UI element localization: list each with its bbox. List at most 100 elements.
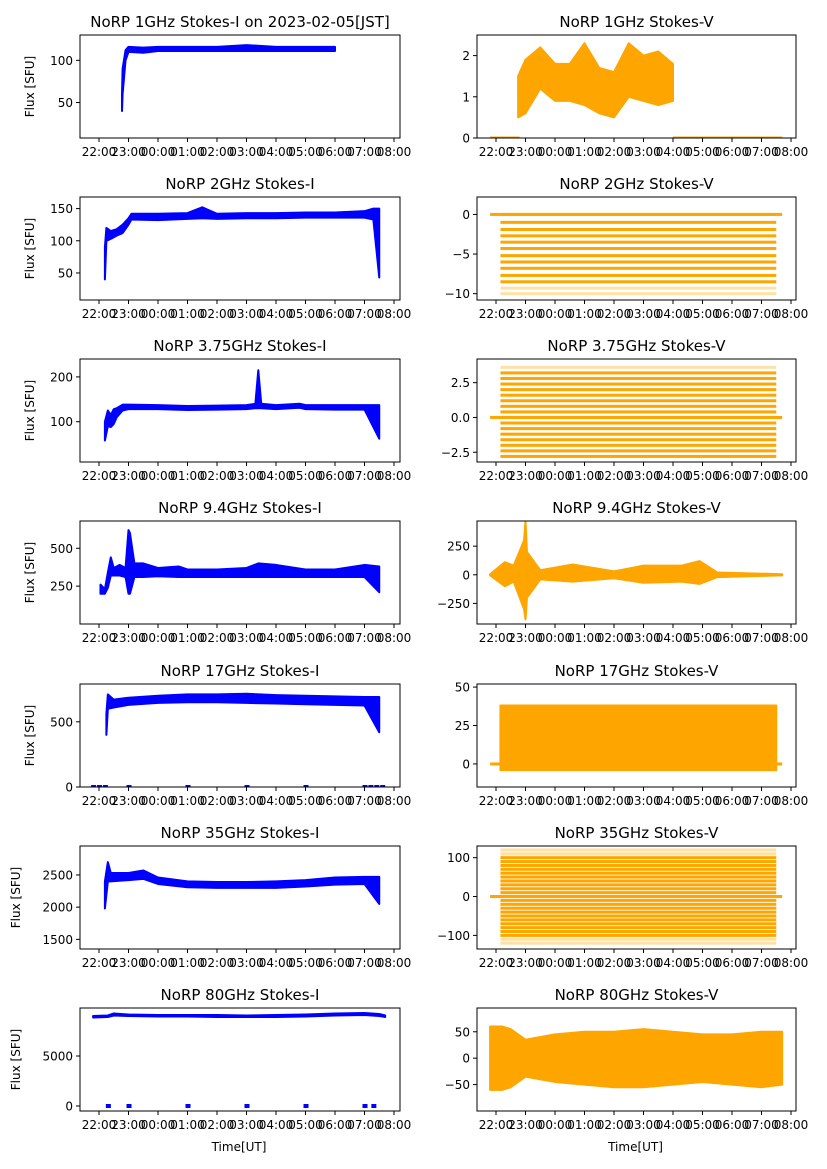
x-tick-label: 03:00 [229, 631, 264, 645]
x-tick-label: 22:00 [479, 631, 514, 645]
data-envelope [517, 42, 674, 119]
panel-title: NoRP 3.75GHz Stokes-V [547, 337, 726, 355]
y-tick-label: 100 [50, 415, 73, 429]
x-tick-label: 01:00 [567, 469, 602, 483]
x-tick-label: 05:00 [685, 794, 720, 808]
x-tick-label: 01:00 [567, 794, 602, 808]
x-tick-label: 03:00 [229, 145, 264, 159]
x-tick-label: 07:00 [347, 145, 382, 159]
data-envelope [103, 206, 381, 281]
quantized-level [500, 879, 777, 883]
y-tick-label: −2.5 [441, 446, 470, 460]
x-tick-label: 07:00 [347, 631, 382, 645]
quantized-level [500, 930, 777, 934]
x-tick-label: 06:00 [715, 794, 750, 808]
quantized-level [500, 867, 777, 871]
zero-level-segment [490, 136, 520, 138]
y-tick-label: 5000 [42, 1050, 73, 1064]
zero-point [244, 785, 250, 787]
x-tick-label: 08:00 [377, 794, 412, 808]
x-tick-label: 22:00 [82, 145, 117, 159]
y-tick-label: 0 [462, 568, 470, 582]
zero-level-line [490, 212, 783, 216]
x-tick-label: 08:00 [377, 307, 412, 321]
x-tick-label: 04:00 [259, 469, 294, 483]
x-tick-label: 00:00 [538, 145, 573, 159]
y-tick-label: −250 [437, 597, 470, 611]
quantized-level [500, 365, 777, 369]
panel-title: NoRP 35GHz Stokes-V [555, 824, 720, 842]
x-tick-label: 03:00 [626, 956, 661, 970]
panel-title: NoRP 9.4GHz Stokes-I [158, 499, 322, 517]
y-tick-label: 200 [50, 370, 73, 384]
x-tick-label: 00:00 [141, 631, 176, 645]
x-tick-label: 00:00 [538, 956, 573, 970]
data-marks [490, 848, 783, 945]
quantized-level [500, 856, 777, 860]
y-tick-label: 0.0 [451, 411, 470, 425]
y-tick-label: 250 [447, 540, 470, 554]
x-tick-label: 04:00 [656, 631, 691, 645]
y-tick-label: −5 [452, 248, 470, 262]
x-tick-label: 00:00 [538, 307, 573, 321]
data-marks [103, 369, 381, 442]
x-tick-label: 23:00 [508, 1118, 543, 1132]
x-tick-label: 05:00 [685, 956, 720, 970]
axes-frame [476, 845, 797, 950]
x-tick-label: 02:00 [200, 145, 235, 159]
zero-point [126, 785, 132, 787]
data-marks [490, 365, 783, 458]
data-marks [103, 861, 381, 910]
x-tick-label: 02:00 [597, 794, 632, 808]
x-tick-label: 00:00 [141, 307, 176, 321]
x-tick-label: 05:00 [288, 631, 323, 645]
data-marks [92, 1012, 387, 1108]
x-tick-label: 08:00 [377, 1118, 412, 1132]
axes-frame [476, 1007, 797, 1112]
x-tick-label: 22:00 [82, 956, 117, 970]
x-tick-label: 08:00 [377, 145, 412, 159]
x-tick-label: 04:00 [656, 956, 691, 970]
x-tick-label: 22:00 [82, 631, 117, 645]
axes-frame [476, 196, 797, 301]
y-axis-label: Flux [SFU] [23, 705, 37, 766]
x-tick-label: 02:00 [200, 631, 235, 645]
zero-point [371, 1104, 377, 1108]
data-envelope [489, 521, 784, 621]
axes-frame [476, 34, 797, 139]
x-tick-label: 03:00 [229, 956, 264, 970]
x-tick-label: 22:00 [479, 469, 514, 483]
x-tick-label: 06:00 [715, 956, 750, 970]
panel-17GHz-I: 22:0023:0000:0001:0002:0003:0004:0005:00… [23, 662, 411, 808]
x-tick-label: 22:00 [479, 956, 514, 970]
quantized-level [500, 254, 777, 258]
zero-point [102, 785, 108, 787]
x-tick-label: 00:00 [141, 1118, 176, 1132]
x-tick-label: 22:00 [82, 794, 117, 808]
x-tick-label: 23:00 [508, 956, 543, 970]
quantized-level [500, 421, 777, 425]
y-tick-label: 100 [50, 234, 73, 248]
quantized-level [500, 454, 777, 458]
panel-2GHz-V: 22:0023:0000:0001:0002:0003:0004:0005:00… [445, 175, 809, 321]
x-tick-label: 01:00 [170, 1118, 205, 1132]
quantized-level [500, 286, 777, 290]
x-tick-label: 01:00 [170, 307, 205, 321]
x-tick-label: 22:00 [479, 1118, 514, 1132]
x-tick-label: 23:00 [508, 307, 543, 321]
y-tick-label: −50 [445, 1078, 470, 1092]
x-tick-label: 01:00 [567, 631, 602, 645]
x-tick-label: 08:00 [774, 794, 809, 808]
zero-point [91, 785, 97, 787]
y-tick-label: −100 [437, 929, 470, 943]
y-tick-label: 100 [447, 851, 470, 865]
x-tick-label: 08:00 [774, 1118, 809, 1132]
y-tick-label: 0 [65, 781, 73, 795]
zero-point [126, 1104, 132, 1108]
x-tick-label: 01:00 [567, 145, 602, 159]
x-tick-label: 08:00 [774, 307, 809, 321]
quantized-level [500, 438, 777, 442]
zero-point [105, 1104, 111, 1108]
quantized-level [500, 266, 777, 270]
x-tick-label: 01:00 [170, 794, 205, 808]
